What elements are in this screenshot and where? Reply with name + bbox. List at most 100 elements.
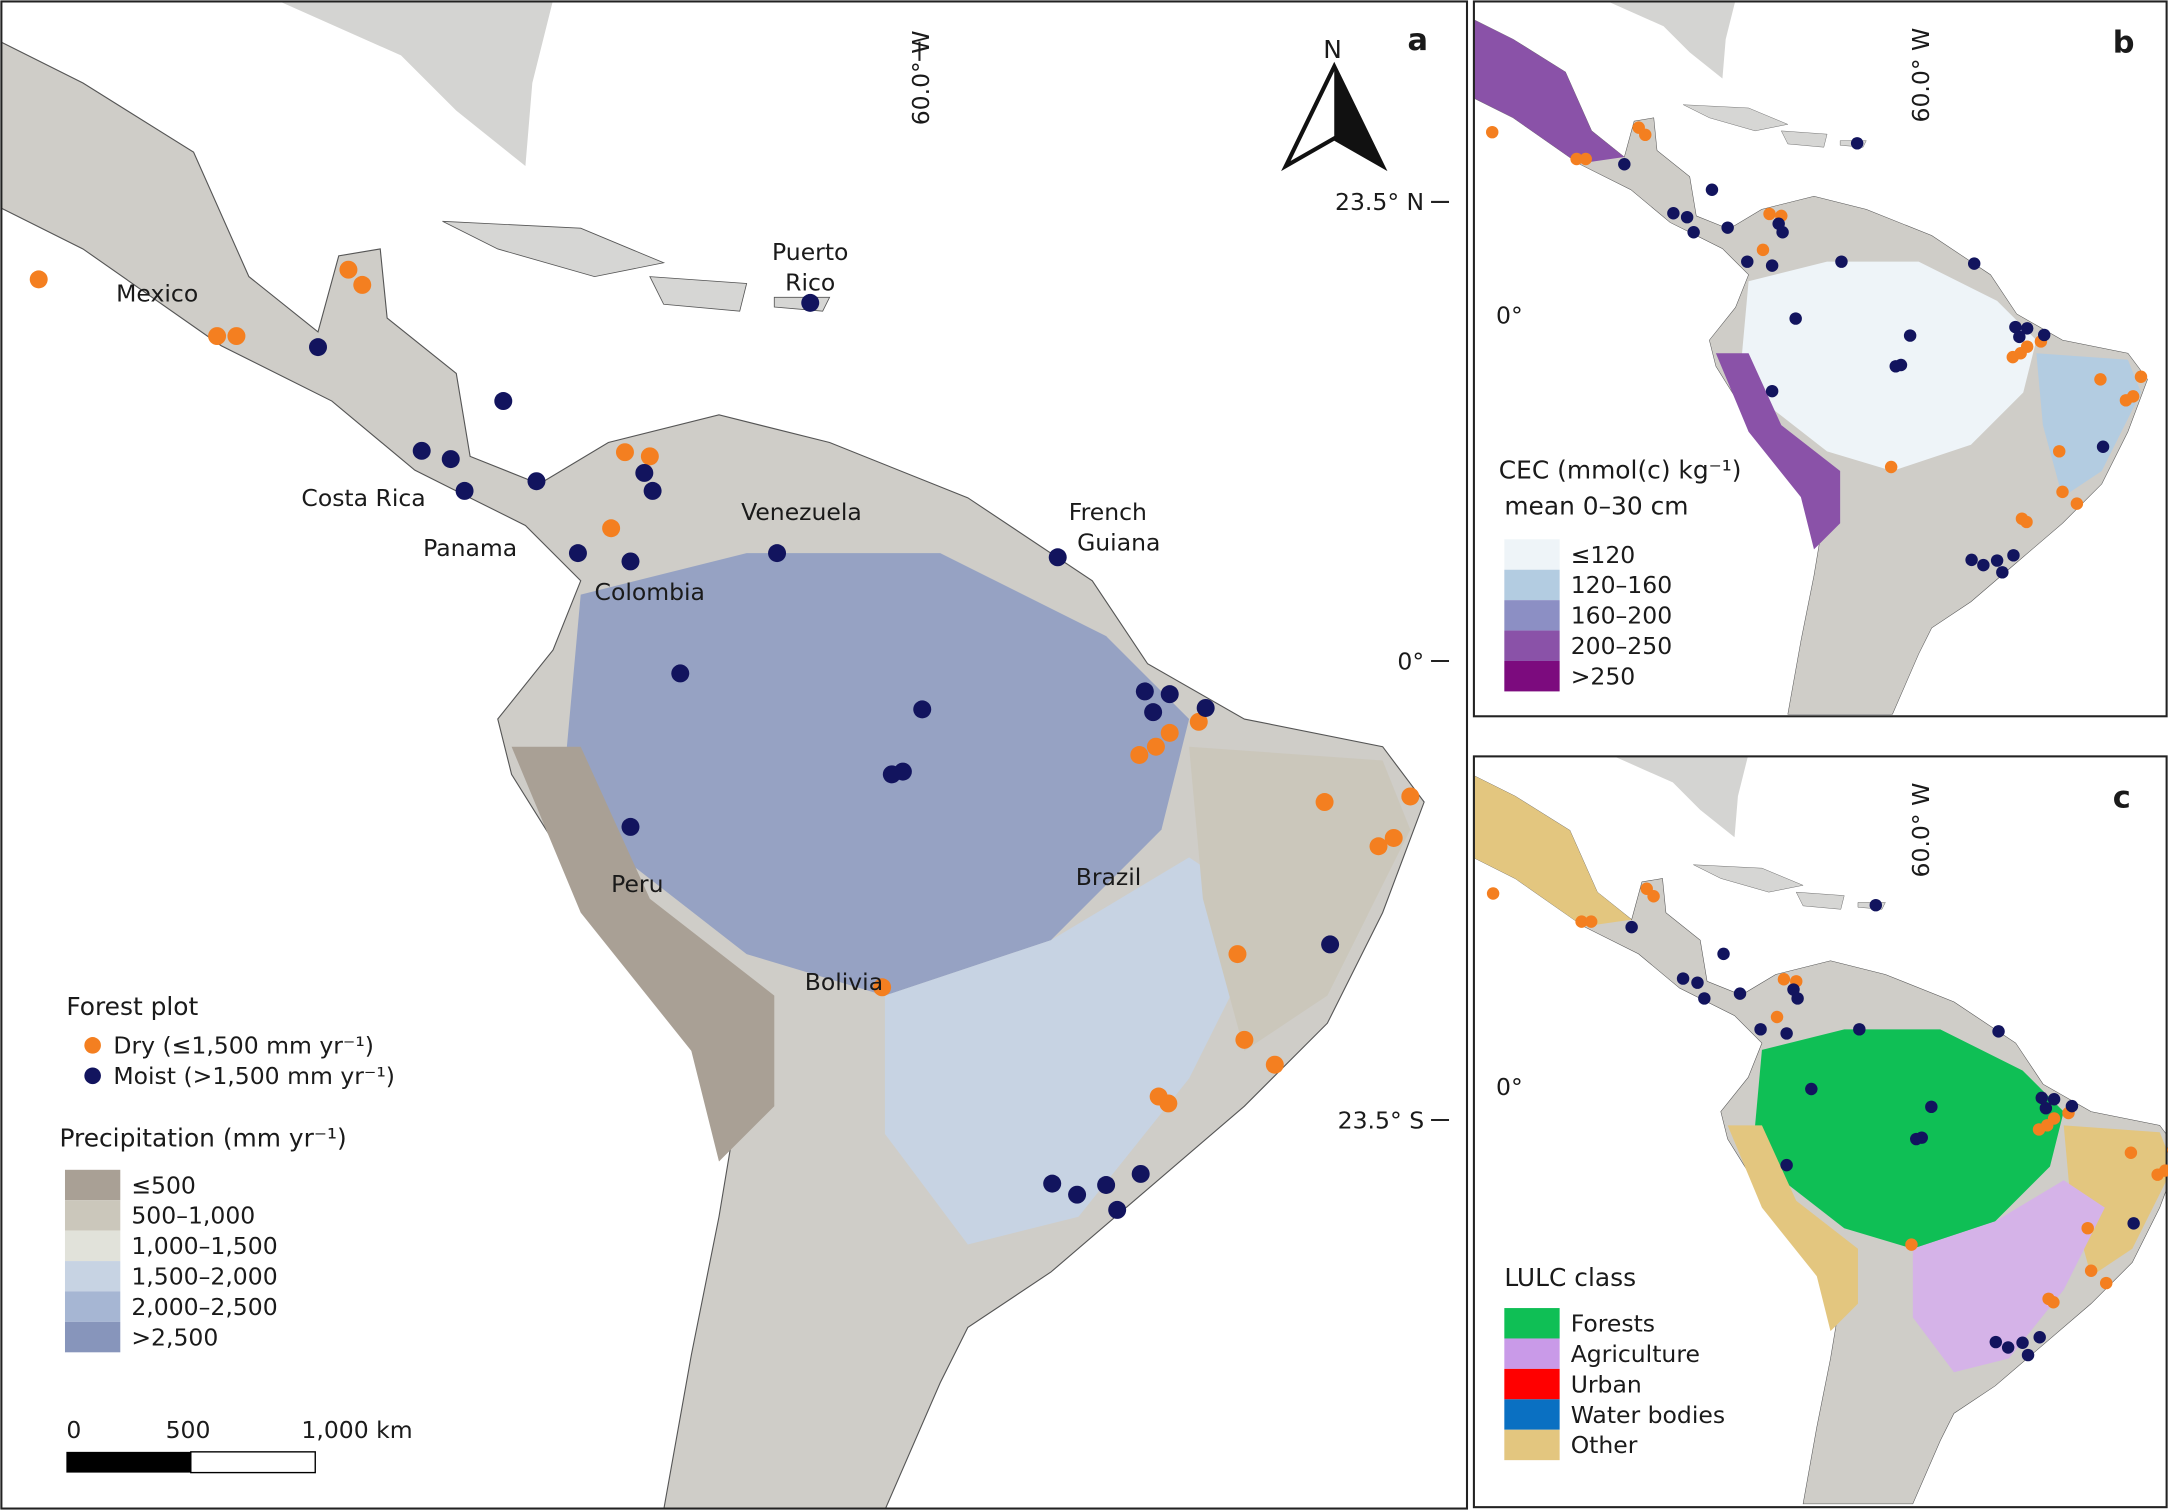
plot-point [1485, 125, 1499, 139]
plot-point [615, 443, 634, 462]
place-line: Guiana [1077, 528, 1160, 556]
plot-point [1369, 837, 1388, 856]
plot-point [1691, 976, 1704, 989]
plot-point [527, 472, 546, 491]
plot-point [208, 327, 227, 346]
plot-point [2021, 1348, 2035, 1362]
plot-point [1905, 1238, 1918, 1251]
plot-point [913, 700, 932, 719]
legend-label: 1,500–2,000 [131, 1263, 277, 1291]
place-label: Panama [423, 534, 517, 562]
plot-point [621, 817, 640, 836]
plot-point [1130, 746, 1149, 764]
plot-point [1579, 152, 1592, 166]
plot-point [1160, 685, 1179, 704]
plot-point [643, 481, 662, 500]
plot-point [1765, 259, 1779, 272]
plot-point [455, 481, 474, 500]
plot-point [1097, 1176, 1116, 1194]
place-label: Colombia [595, 578, 705, 606]
plot-point [1401, 787, 1420, 806]
plot-point [1384, 828, 1403, 847]
legend-title: Forest plot [66, 992, 198, 1021]
panel-letter: b [2113, 26, 2135, 61]
plot-point [1853, 1023, 1866, 1036]
plot-point [2001, 1341, 2015, 1354]
latitude-label: 0° [1496, 1073, 1523, 1101]
plot-point [2039, 1101, 2053, 1115]
plot-point [2020, 322, 2034, 335]
plot-point [1992, 1025, 2005, 1038]
plot-point [1965, 553, 1978, 567]
place-label: Brazil [1076, 863, 1142, 891]
legend-label: 160–200 [1571, 602, 1672, 630]
plot-point [1618, 158, 1631, 171]
place-label: Puerto Rico [772, 238, 848, 296]
legend-swatch [64, 1261, 121, 1292]
plot-point [1756, 243, 1770, 257]
legend-label: ≤120 [1571, 541, 1636, 569]
plot-point [1647, 890, 1660, 903]
plot-point [1575, 915, 1588, 928]
plot-point [2047, 1296, 2060, 1309]
plot-point [309, 338, 327, 357]
plot-point [1765, 384, 1779, 398]
legend-swatch [1504, 1399, 1560, 1430]
legend-swatch [1504, 1308, 1560, 1339]
plot-point [1989, 1335, 2003, 1349]
plot-point [1990, 554, 2004, 567]
place-line: French [1069, 498, 1147, 526]
plot-point [353, 275, 372, 294]
plot-point [2007, 549, 2020, 562]
plot-point [671, 664, 690, 683]
plot-point [1144, 703, 1163, 722]
plot-point [1721, 221, 1734, 234]
plot-point [2056, 485, 2069, 499]
place-line: Brazil [1076, 863, 1142, 891]
plot-point [1687, 226, 1700, 239]
panel-letter: a [1408, 23, 1429, 58]
plot-point [1639, 128, 1652, 142]
plot-point [441, 450, 460, 469]
plot-point [1996, 566, 2009, 579]
legend-swatch [1504, 600, 1560, 631]
legend-title: CEC (mmol(c) kg⁻¹) [1499, 455, 1742, 484]
plot-point [1789, 312, 1802, 325]
legend-label: Agriculture [1571, 1340, 1700, 1368]
legend-label: 200–250 [1571, 632, 1672, 660]
panel-a [1, 1, 1425, 1509]
legend-label: Moist (>1,500 mm yr⁻¹) [113, 1062, 395, 1090]
plot-point [1235, 1030, 1254, 1049]
latitude-label: 0° [1397, 647, 1424, 675]
plot-point [1884, 460, 1898, 474]
place-line: Bolivia [805, 968, 883, 996]
legend-label: 500–1,000 [131, 1202, 255, 1230]
plot-point [1189, 712, 1208, 731]
plot-point [1160, 723, 1179, 742]
plot-point [2084, 1264, 2098, 1277]
plot-point [2009, 320, 2022, 334]
plot-point [1625, 920, 1638, 934]
plot-point [1068, 1185, 1087, 1204]
plot-point [2020, 340, 2034, 353]
legend-label: ≤500 [131, 1171, 196, 1199]
plot-point [2020, 515, 2033, 529]
plot-point [1770, 1010, 1784, 1024]
plot-point [2047, 1093, 2061, 1106]
plot-point [2033, 1331, 2046, 1344]
scale-label: 500 [166, 1416, 211, 1444]
plot-point [2099, 1276, 2113, 1290]
plot-point [1570, 152, 1583, 166]
plot-point [1680, 210, 1694, 224]
plot-point [1228, 945, 1247, 964]
plot-points [29, 121, 2168, 1362]
plot-point [2081, 1221, 2094, 1235]
legend-swatch [64, 1169, 121, 1201]
plot-point [768, 544, 787, 563]
plot-point [2037, 328, 2051, 342]
plot-point [1894, 358, 1908, 372]
plot-point [1108, 1200, 1127, 1219]
legend-title: Precipitation (mm yr⁻¹) [59, 1123, 346, 1152]
legend-marker [84, 1037, 101, 1054]
